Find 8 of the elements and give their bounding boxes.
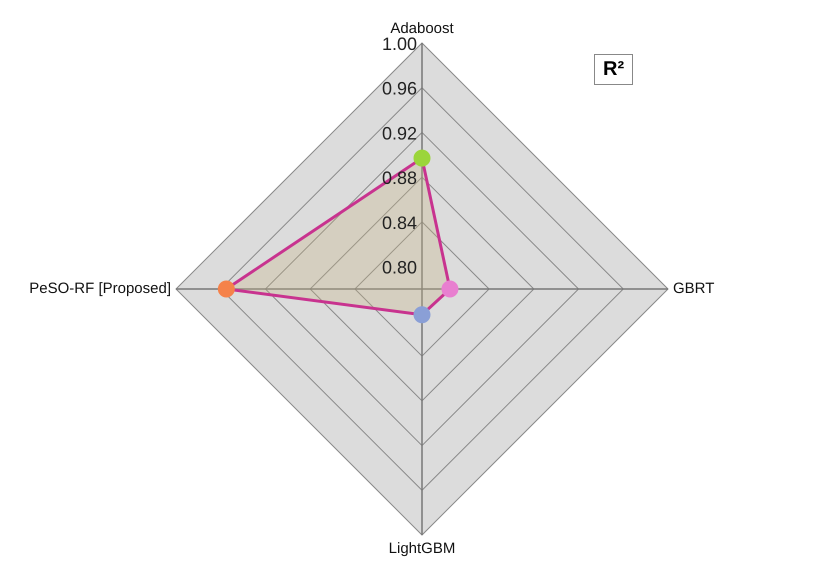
y-tick-label: 0.96: [382, 78, 417, 99]
spoke-label: PeSO-RF [Proposed]: [29, 280, 171, 298]
spoke-label: GBRT: [673, 280, 714, 298]
text: R²: [594, 54, 634, 85]
y-tick-label: 0.84: [382, 212, 417, 233]
y-tick-label: 0.80: [382, 258, 417, 278]
y-tick-label: 0.92: [382, 123, 417, 144]
spoke-label: LightGBM: [388, 540, 456, 558]
